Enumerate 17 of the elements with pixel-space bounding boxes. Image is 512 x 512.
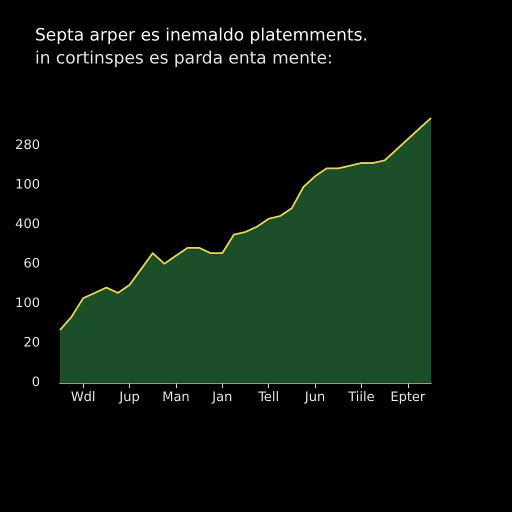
text: 100 <box>15 178 40 192</box>
x-tick-label: Jan <box>211 390 232 405</box>
text: 100 <box>15 296 40 311</box>
text: 60 <box>23 256 40 272</box>
x-tick-label: Tell <box>257 390 280 405</box>
x-tick-label: Tiile <box>347 390 375 405</box>
x-tick-label: Wdl <box>70 390 96 405</box>
text: 0 <box>32 375 40 390</box>
text: 280 <box>15 138 40 153</box>
x-tick-label: Epter <box>390 390 426 405</box>
x-tick-label: Jun <box>304 390 326 405</box>
chart-subtitle: in cortinspes es parda enta mente: <box>35 48 333 68</box>
x-tick-label: Man <box>162 390 190 405</box>
chart-title: Septa arper es inemaldo platemments. <box>35 26 368 46</box>
x-tick-label: Jup <box>118 390 140 405</box>
text: 400 <box>15 217 40 232</box>
text: 20 <box>23 336 40 350</box>
